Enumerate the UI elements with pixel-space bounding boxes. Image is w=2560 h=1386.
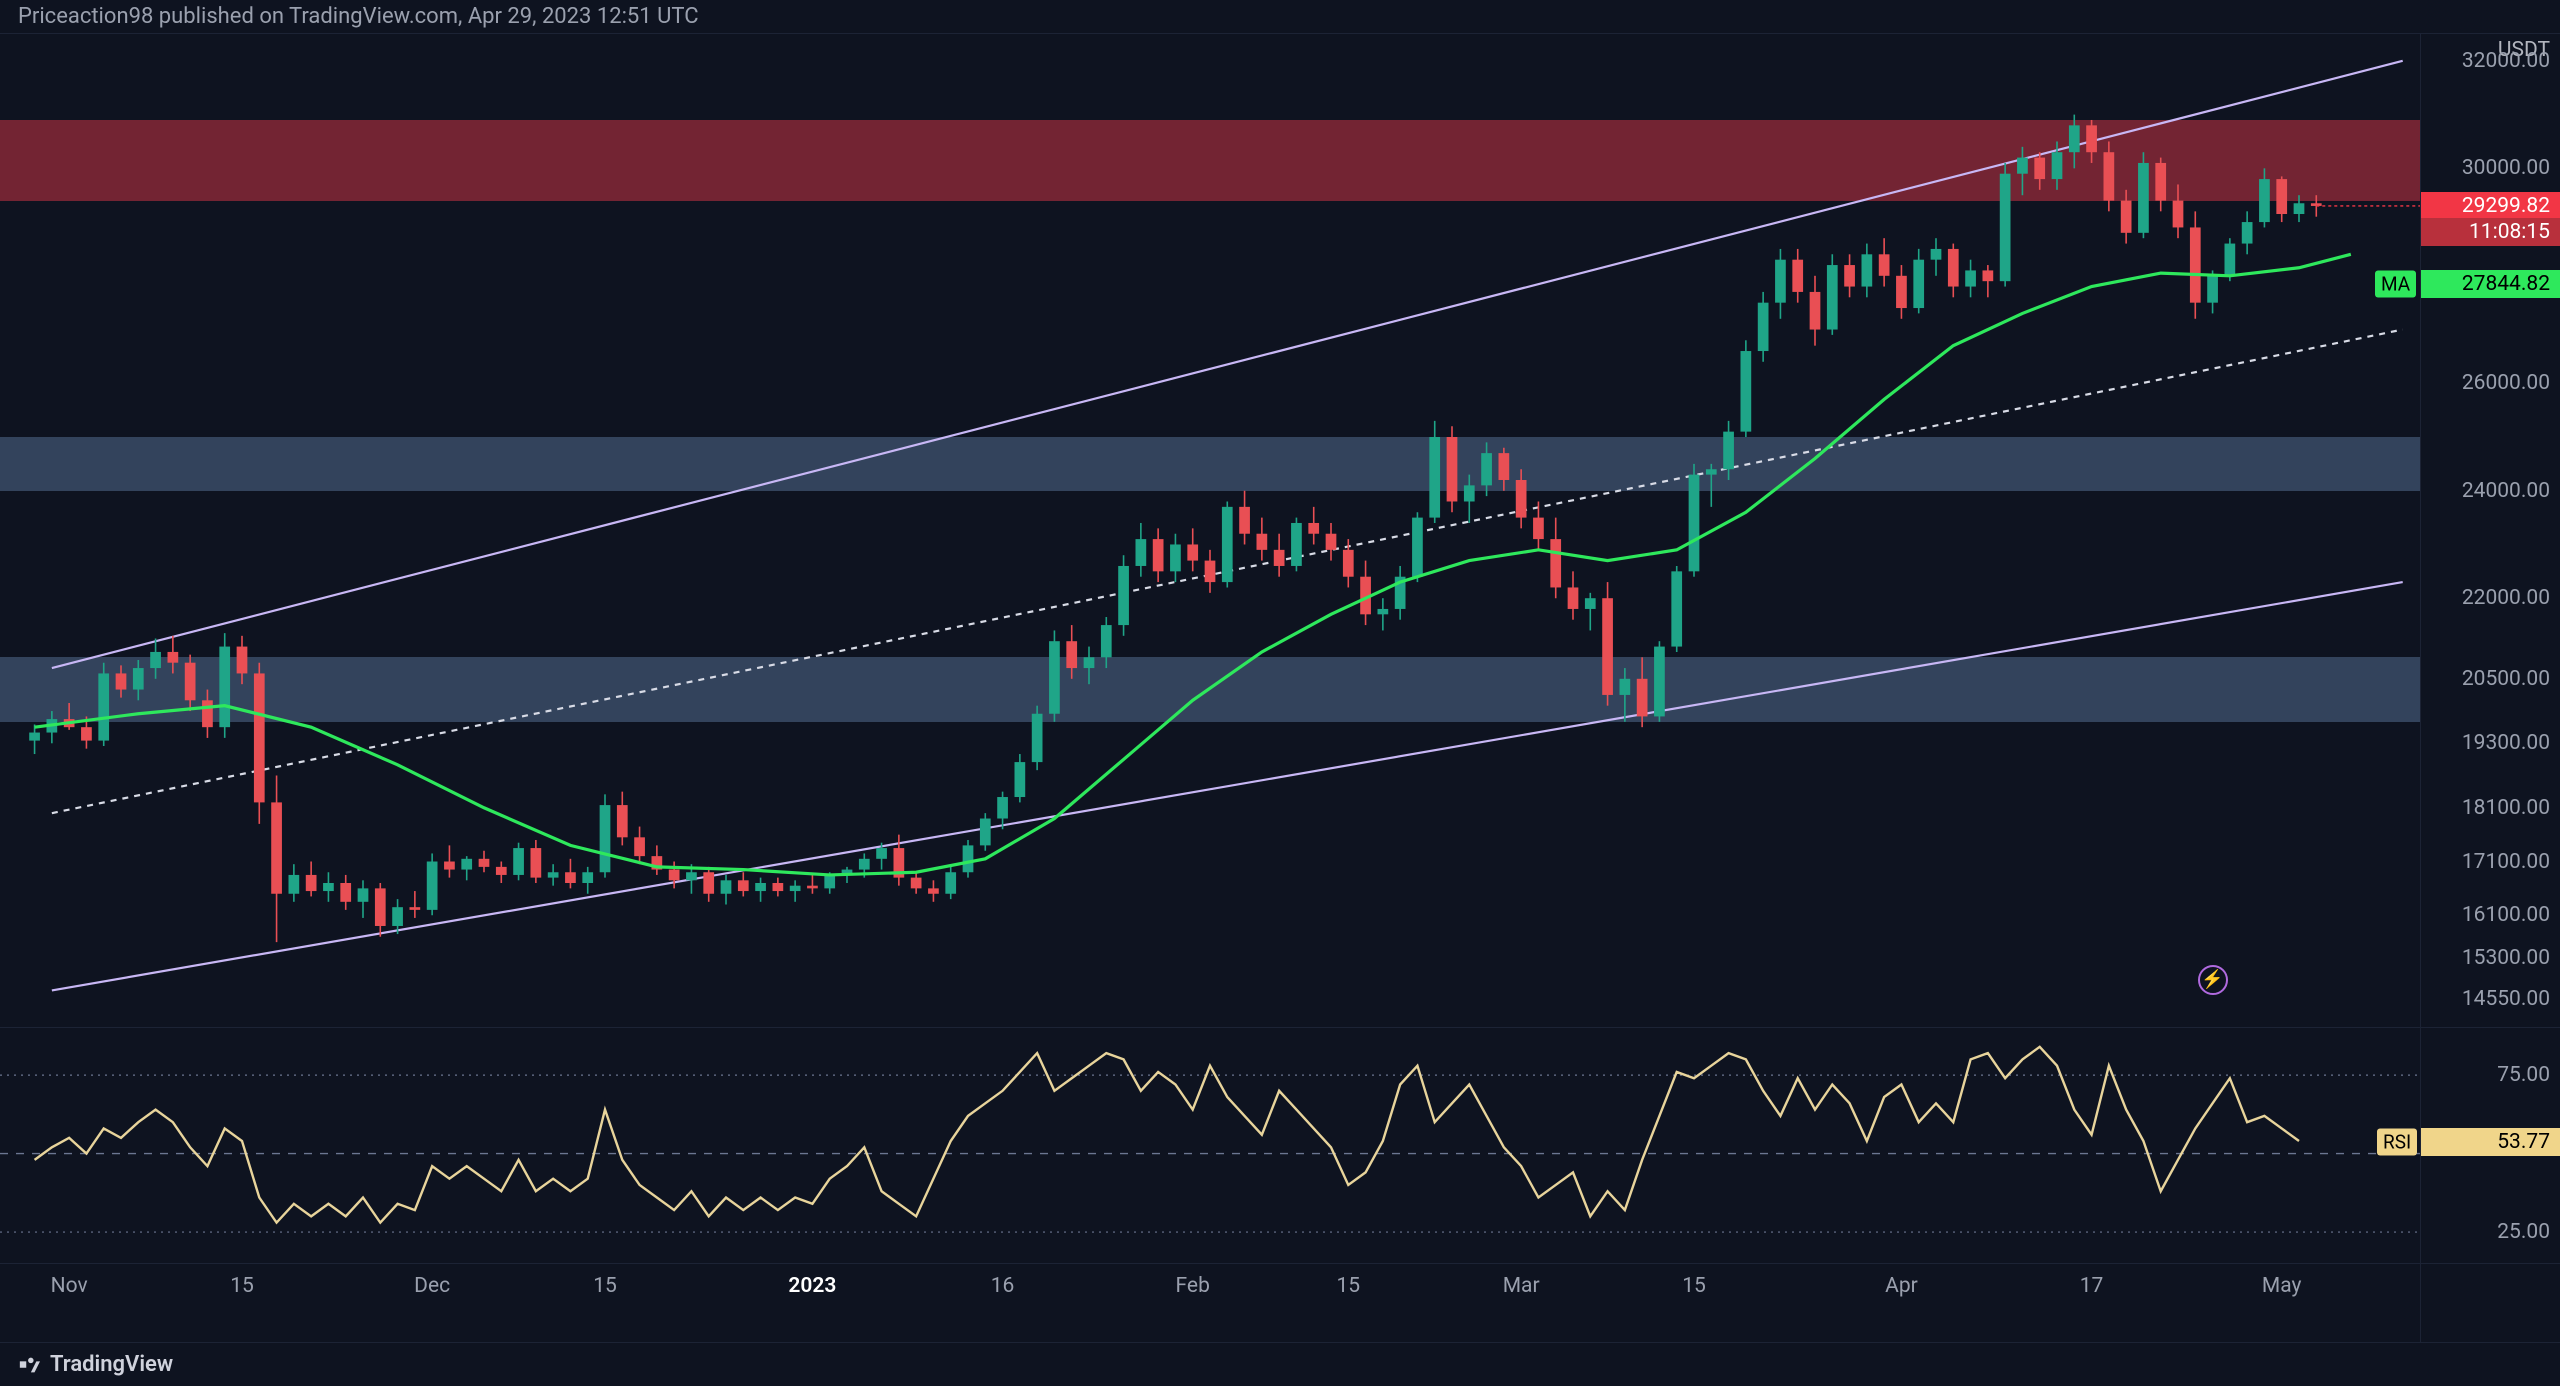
header-author: Priceaction98 bbox=[18, 4, 153, 29]
time-tick: 2023 bbox=[788, 1274, 836, 1298]
tradingview-logo-icon bbox=[18, 1354, 40, 1376]
time-tick: Mar bbox=[1503, 1274, 1540, 1298]
footer-brand: TradingView bbox=[50, 1352, 173, 1377]
price-pane[interactable]: ⚡ USDT 32000.0030000.0026000.0024000.002… bbox=[0, 34, 2560, 1028]
time-tick: 15 bbox=[230, 1274, 254, 1298]
ma-pill: MA bbox=[2375, 271, 2416, 298]
time-axis[interactable]: Nov 15 Dec 15 2023 16 Feb 15 Mar 15 Apr 17 May bbox=[0, 1264, 2420, 1342]
rsi-pane[interactable]: 75.00 25.00 53.77RSI bbox=[0, 1028, 2560, 1263]
time-axis-spacer bbox=[2420, 1264, 2560, 1342]
time-tick: 17 bbox=[2080, 1274, 2104, 1298]
header-published-on: published on TradingView.com, bbox=[159, 4, 463, 29]
price-ytick: 30000.00 bbox=[2421, 156, 2560, 180]
time-tick: 15 bbox=[1682, 1274, 1706, 1298]
time-tick: 16 bbox=[991, 1274, 1015, 1298]
time-tick: 15 bbox=[593, 1274, 617, 1298]
header-bar: Priceaction98 published on TradingView.c… bbox=[0, 0, 2560, 34]
price-ytick: 19300.00 bbox=[2421, 731, 2560, 755]
price-plot[interactable]: ⚡ bbox=[0, 34, 2420, 1028]
time-axis-pane[interactable]: Nov 15 Dec 15 2023 16 Feb 15 Mar 15 Apr 17 May bbox=[0, 1264, 2560, 1342]
price-svg bbox=[0, 34, 2420, 1028]
price-ytick: 20500.00 bbox=[2421, 667, 2560, 691]
rsi-ytick: 75.00 bbox=[2421, 1063, 2560, 1087]
price-ytick: 16100.00 bbox=[2421, 903, 2560, 927]
price-ytick: 22000.00 bbox=[2421, 586, 2560, 610]
price-ytick: 26000.00 bbox=[2421, 371, 2560, 395]
rsi-line bbox=[35, 1047, 2299, 1223]
rsi-yaxis[interactable]: 75.0025.0053.77RSI bbox=[2420, 1028, 2560, 1263]
time-tick: 15 bbox=[1336, 1274, 1360, 1298]
rsi-ytick: 25.00 bbox=[2421, 1220, 2560, 1244]
chart-stack: ⚡ USDT 32000.0030000.0026000.0024000.002… bbox=[0, 34, 2560, 1342]
price-ytick: 32000.00 bbox=[2421, 49, 2560, 73]
price-ytick: 15300.00 bbox=[2421, 946, 2560, 970]
rsi-plot[interactable] bbox=[0, 1028, 2420, 1263]
header-date: Apr 29, 2023 12:51 UTC bbox=[468, 4, 699, 29]
flash-badge-icon[interactable]: ⚡ bbox=[2198, 965, 2228, 995]
time-tick: Feb bbox=[1176, 1274, 1210, 1298]
ma-value-tag: 27844.82 bbox=[2421, 270, 2560, 298]
chart-app: Priceaction98 published on TradingView.c… bbox=[0, 0, 2560, 1386]
footer-bar: TradingView bbox=[0, 1342, 2560, 1386]
price-ytick: 14550.00 bbox=[2421, 987, 2560, 1011]
time-tick: Nov bbox=[51, 1274, 88, 1298]
price-ytick: 18100.00 bbox=[2421, 796, 2560, 820]
price-ytick: 17100.00 bbox=[2421, 850, 2560, 874]
time-tick: Apr bbox=[1885, 1274, 1918, 1298]
price-ytick: 24000.00 bbox=[2421, 479, 2560, 503]
rsi-pill: RSI bbox=[2377, 1128, 2417, 1155]
time-tick: Dec bbox=[414, 1274, 450, 1298]
rsi-value-tag: 53.77 bbox=[2421, 1128, 2560, 1156]
last-price-tag: 29299.82 bbox=[2421, 192, 2560, 220]
countdown-tag: 11:08:15 bbox=[2421, 218, 2560, 246]
price-yaxis[interactable]: USDT 32000.0030000.0026000.0024000.00220… bbox=[2420, 34, 2560, 1028]
time-tick: May bbox=[2262, 1274, 2302, 1298]
